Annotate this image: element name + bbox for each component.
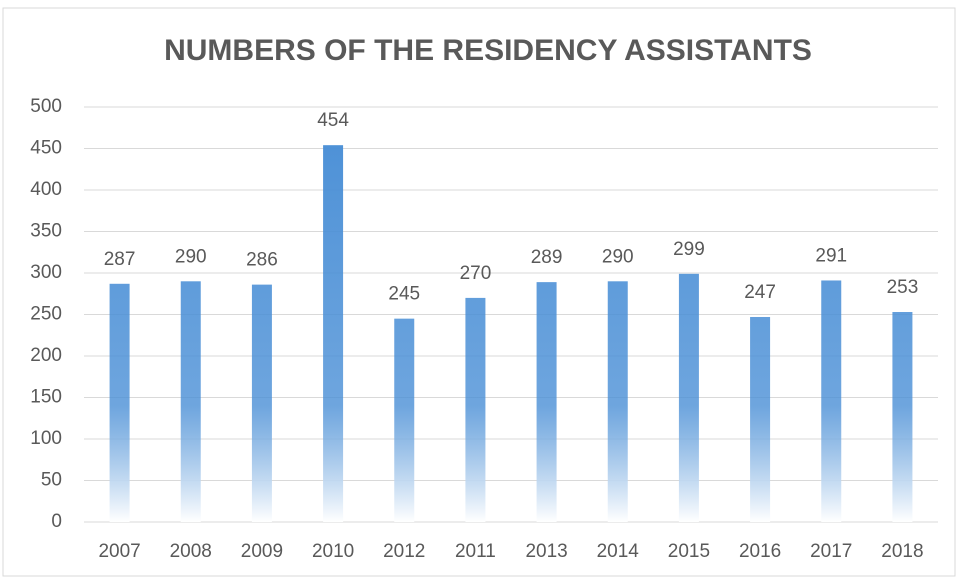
bar [750,316,771,522]
data-label: 286 [246,250,278,271]
y-tick-label: 450 [30,138,62,159]
y-tick-label: 0 [51,511,62,532]
y-tick-label: 350 [30,221,62,242]
x-tick-label: 2016 [739,541,781,562]
bar [323,145,344,522]
bar [109,283,130,522]
x-tick-label: 2007 [98,541,140,562]
x-tick-label: 2012 [383,541,425,562]
y-tick-label: 400 [30,179,62,200]
x-tick-label: 2015 [668,541,710,562]
bar [536,282,557,522]
y-tick-label: 100 [30,428,62,449]
data-label: 290 [175,246,207,267]
bar [821,280,842,522]
data-label: 287 [104,249,136,270]
bar [394,318,415,522]
bar [678,273,699,522]
x-tick-label: 2008 [170,541,212,562]
data-label: 270 [460,263,492,284]
x-tick-label: 2010 [312,541,354,562]
bar [251,284,272,522]
data-label: 299 [673,239,705,260]
data-label: 290 [602,246,634,267]
x-tick-label: 2014 [597,541,640,562]
x-tick-label: 2018 [881,541,923,562]
bar [607,281,628,522]
bar [465,297,486,522]
bar [892,312,913,522]
data-label: 253 [887,277,919,298]
y-tick-label: 500 [30,96,62,117]
chart-title: NUMBERS OF THE RESIDENCY ASSISTANTS [164,34,812,67]
x-tick-label: 2017 [810,541,852,562]
y-tick-label: 300 [30,262,62,283]
data-label: 291 [815,245,847,266]
data-label: 245 [388,284,420,305]
y-tick-label: 250 [30,304,62,325]
y-tick-label: 150 [30,387,62,408]
x-tick-label: 2009 [241,541,283,562]
x-tick-label: 2011 [455,541,496,562]
x-tick-label: 2013 [525,541,567,562]
data-label: 289 [531,247,563,268]
y-tick-label: 50 [41,470,62,491]
y-tick-label: 200 [30,345,62,366]
bar [180,281,201,522]
data-label: 247 [744,282,776,303]
data-label: 454 [317,110,349,131]
